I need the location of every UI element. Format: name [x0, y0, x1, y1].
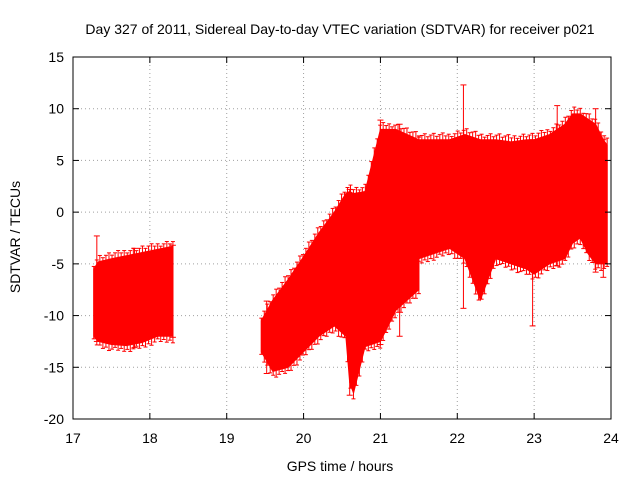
- x-tick-label: 22: [449, 430, 465, 446]
- y-axis-label: SDTVAR / TECUs: [7, 181, 23, 293]
- error-band: [418, 113, 608, 302]
- x-tick-label: 17: [65, 430, 81, 446]
- chart-title: Day 327 of 2011, Sidereal Day-to-day VTE…: [85, 21, 594, 37]
- x-tick-label: 19: [219, 430, 235, 446]
- y-tick-label: 15: [48, 49, 64, 65]
- y-tick-label: -10: [44, 308, 64, 324]
- y-tick-label: 5: [56, 152, 64, 168]
- y-tick-label: -20: [44, 411, 64, 427]
- x-tick-label: 21: [373, 430, 389, 446]
- y-tick-label: 0: [56, 204, 64, 220]
- axis-ticks: 17 18 19 20 21 22 23 24 -20 -15 -10 -5 0 5 10 15: [44, 49, 619, 446]
- series-segment-2: [259, 119, 421, 400]
- x-axis-label: GPS time / hours: [287, 458, 394, 474]
- series-segment-1: [91, 235, 176, 352]
- series-segment-3: [416, 84, 610, 327]
- x-tick-label: 24: [603, 430, 619, 446]
- x-tick-label: 18: [142, 430, 158, 446]
- y-tick-label: -15: [44, 359, 64, 375]
- x-tick-label: 23: [526, 430, 542, 446]
- y-tick-label: 10: [48, 101, 64, 117]
- y-tick-label: -5: [52, 256, 65, 272]
- x-tick-label: 20: [296, 430, 312, 446]
- plot-frame: [72, 56, 612, 420]
- plot-area: [91, 84, 610, 400]
